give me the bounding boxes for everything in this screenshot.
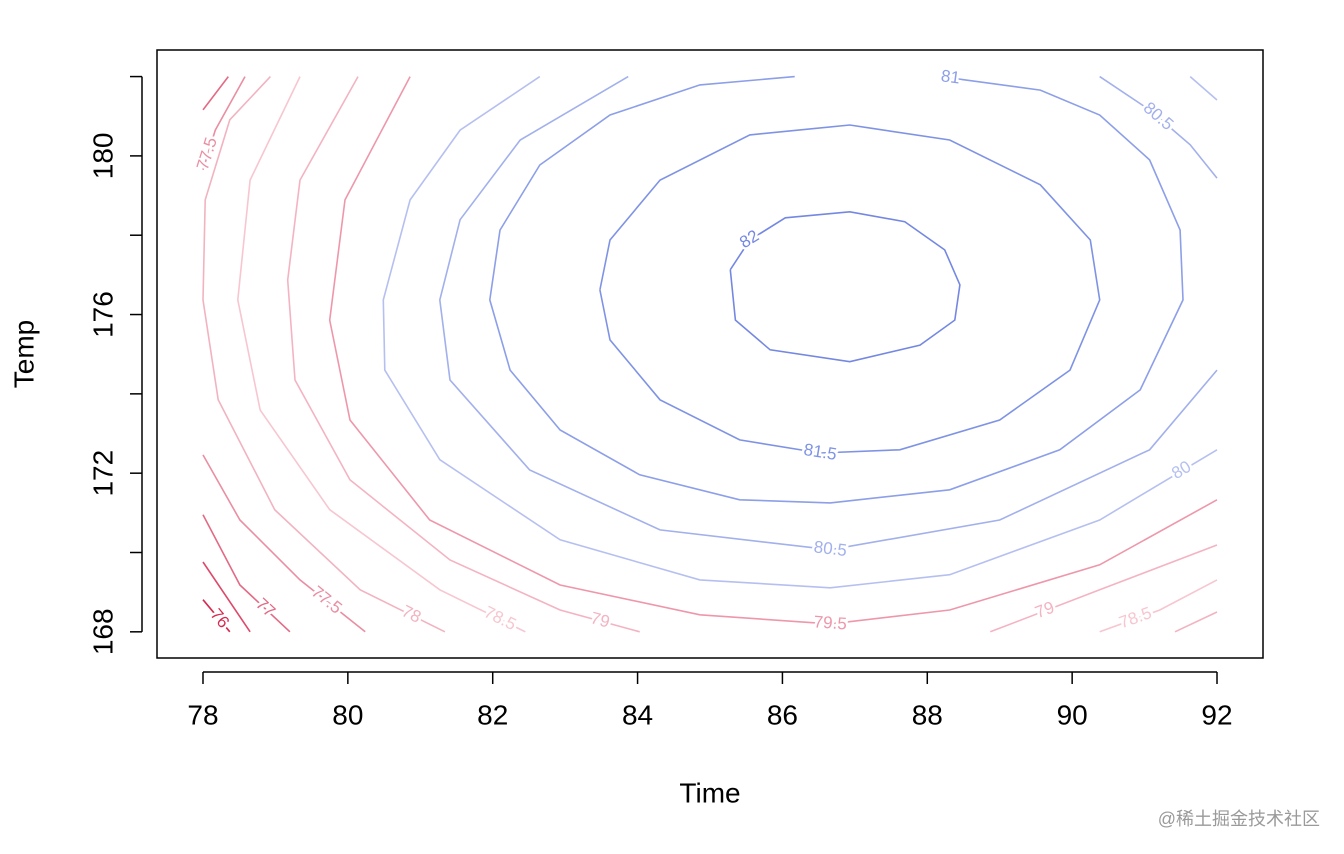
x-axis-title: Time — [679, 777, 740, 808]
contour-label: 80.5 — [813, 537, 848, 560]
y-tick-label: 172 — [87, 450, 118, 497]
contour-line — [438, 75, 1218, 551]
contour-line — [202, 599, 231, 633]
contour-line — [729, 210, 961, 363]
contour-line — [202, 76, 366, 633]
x-tick-label: 90 — [1057, 699, 1088, 730]
contour-line — [328, 76, 1218, 625]
y-tick-label: 168 — [87, 608, 118, 655]
x-tick-label: 86 — [767, 699, 798, 730]
x-tick-label: 84 — [622, 699, 653, 730]
contour-label: 81 — [940, 66, 961, 87]
contour-line — [202, 76, 1218, 633]
contour-line — [488, 75, 1184, 504]
x-tick-label: 78 — [187, 699, 218, 730]
contour-line — [599, 124, 1101, 454]
y-axis-title: Temp — [8, 320, 39, 388]
contour-line — [382, 75, 1218, 589]
contour-line — [202, 561, 251, 633]
contour-line — [286, 76, 1218, 633]
contour-label: 79.5 — [813, 612, 847, 633]
x-tick-label: 92 — [1201, 699, 1232, 730]
x-tick-label: 80 — [332, 699, 363, 730]
x-tick-label: 88 — [912, 699, 943, 730]
plot-frame — [156, 49, 1264, 659]
y-tick-label: 180 — [87, 133, 118, 180]
watermark: @稀土掘金技术社区 — [1158, 809, 1320, 829]
y-tick-label: 176 — [87, 291, 118, 338]
contour-line — [202, 76, 291, 633]
x-tick-label: 82 — [477, 699, 508, 730]
contour-line — [236, 76, 1218, 633]
